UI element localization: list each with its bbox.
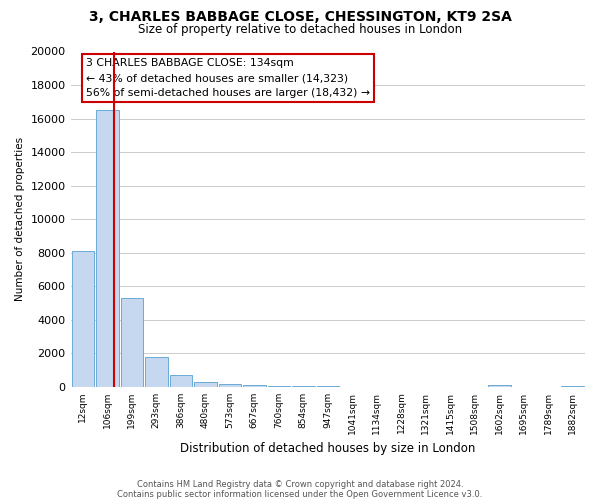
Bar [218, 384, 241, 386]
Text: Size of property relative to detached houses in London: Size of property relative to detached ho… [138, 22, 462, 36]
Text: 3, CHARLES BABBAGE CLOSE, CHESSINGTON, KT9 2SA: 3, CHARLES BABBAGE CLOSE, CHESSINGTON, K… [89, 10, 511, 24]
Bar [488, 385, 511, 386]
Y-axis label: Number of detached properties: Number of detached properties [15, 137, 25, 301]
Bar [145, 356, 167, 386]
Bar [170, 375, 192, 386]
Text: Contains public sector information licensed under the Open Government Licence v3: Contains public sector information licen… [118, 490, 482, 499]
Bar [121, 298, 143, 386]
Text: Contains HM Land Registry data © Crown copyright and database right 2024.: Contains HM Land Registry data © Crown c… [137, 480, 463, 489]
Bar [243, 385, 266, 386]
Bar [96, 110, 119, 386]
Bar [71, 251, 94, 386]
Bar [194, 382, 217, 386]
X-axis label: Distribution of detached houses by size in London: Distribution of detached houses by size … [180, 442, 475, 455]
Text: 3 CHARLES BABBAGE CLOSE: 134sqm
← 43% of detached houses are smaller (14,323)
56: 3 CHARLES BABBAGE CLOSE: 134sqm ← 43% of… [86, 58, 370, 98]
